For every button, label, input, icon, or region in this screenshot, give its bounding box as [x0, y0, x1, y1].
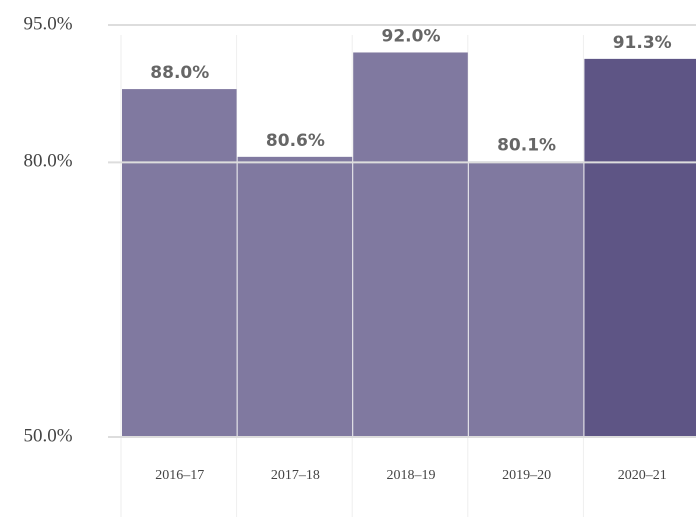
value-label: 92.0% — [382, 26, 441, 46]
value-label: 80.6% — [266, 131, 325, 151]
value-label: 88.0% — [150, 63, 209, 83]
x-tick-label: 2019–20 — [502, 468, 551, 483]
x-tick-label: 2020–21 — [618, 468, 667, 483]
x-tick-label: 2017–18 — [271, 468, 320, 483]
x-tick-label: 2016–17 — [155, 468, 204, 483]
y-tick-label: 80.0% — [23, 151, 72, 172]
y-tick-label: 95.0% — [23, 13, 72, 34]
bar — [122, 89, 237, 437]
value-label: 91.3% — [613, 33, 672, 53]
x-tick-label: 2018–19 — [387, 468, 436, 483]
bar — [237, 156, 353, 437]
value-label: 80.1% — [497, 135, 556, 155]
bar — [584, 58, 696, 438]
bar — [468, 161, 584, 437]
bar — [353, 52, 468, 437]
y-tick-label: 50.0% — [23, 425, 72, 446]
